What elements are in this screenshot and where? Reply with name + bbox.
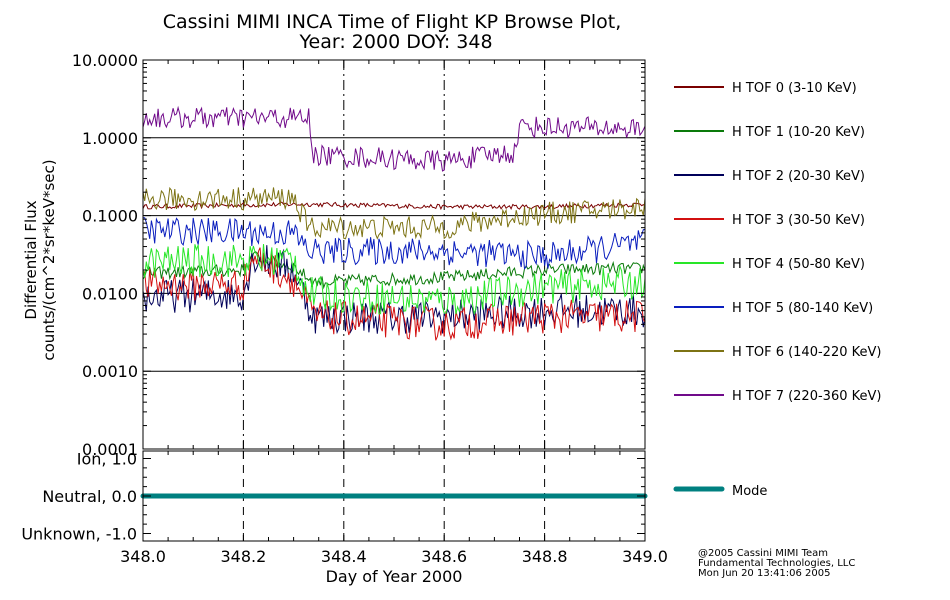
series-line-tof-2 [142,245,646,335]
y-tick-label: 0.1000 [82,207,138,226]
lower-y-ticks: Ion, 1.0 Neutral, 0.0 Unknown, -1.0 [21,450,645,544]
upper-grid [143,60,645,449]
series-line-tof-6 [142,186,646,240]
series-line-tof-4 [142,244,646,316]
y-tick-label: 0.0010 [82,362,138,381]
legend-label: H TOF 0 (3-10 KeV) [732,81,857,96]
series-line-tof-5 [143,217,646,270]
footer-credit: @2005 Cassini MIMI Team [698,548,828,559]
series-line-tof-1 [142,250,646,290]
legend: H TOF 0 (3-10 KeV) H TOF 1 (10-20 KeV) H T… [673,81,881,499]
upper-series-group [142,105,646,341]
footer-company: Fundamental Technologies, LLC [698,558,855,569]
chart-title: Cassini MIMI INCA Time of Flight KP Brow… [163,11,622,33]
mode-y-tick-label: Unknown, -1.0 [21,525,137,544]
x-axis-label: Day of Year 2000 [326,567,463,586]
chart-subtitle: Year: 2000 DOY: 348 [298,31,492,53]
x-ticks: 348.0 348.2 348.4 348.6 348.8 349.0 [120,60,668,566]
footer-timestamp: Mon Jun 20 13:41:06 2005 [698,568,831,579]
upper-y-ticks: 10.0000 1.0000 0.1000 0.0100 0.0010 0.0001 [72,51,645,459]
legend-label: H TOF 4 (50-80 KeV) [732,257,865,272]
legend-label: H TOF 7 (220-360 KeV) [732,389,881,404]
legend-label: H TOF 1 (10-20 KeV) [732,125,865,140]
legend-label: H TOF 5 (80-140 KeV) [732,301,873,316]
legend-label: H TOF 3 (30-50 KeV) [732,213,865,228]
legend-label: H TOF 2 (20-30 KeV) [732,169,865,184]
legend-label: H TOF 6 (140-220 KeV) [732,345,881,360]
legend-label-mode: Mode [732,484,767,499]
y-axis-label-line1: Differential Flux [22,200,40,319]
x-tick-label: 348.0 [120,547,166,566]
mode-y-tick-label: Neutral, 0.0 [42,487,137,506]
y-tick-label: 0.0100 [82,284,138,303]
y-tick-label: 10.0000 [72,51,138,70]
x-tick-label: 349.0 [622,547,668,566]
x-tick-label: 348.4 [321,547,367,566]
series-line-tof-7 [142,105,646,172]
x-tick-label: 348.6 [421,547,467,566]
x-tick-label: 348.2 [220,547,266,566]
series-line-tof-0 [142,201,646,211]
y-tick-label: 1.0000 [82,129,138,148]
x-tick-label: 348.8 [522,547,568,566]
y-tick-label: 0.0001 [82,440,138,459]
mode-y-tick-label: Ion, 1.0 [77,450,137,469]
upper-frame [142,59,646,450]
upper-plot-frame [142,59,646,450]
series-line-tof-3 [142,247,646,341]
y-axis-label-line2: counts/(cm^2*sr*keV*sec) [40,159,58,360]
